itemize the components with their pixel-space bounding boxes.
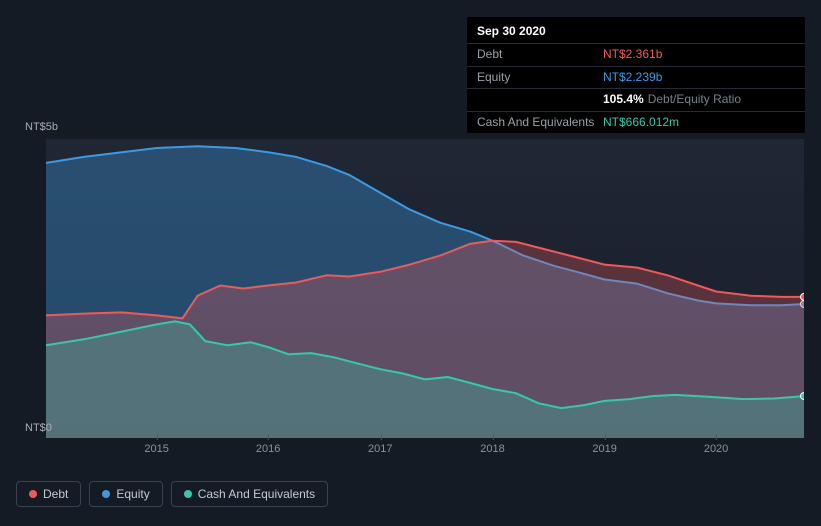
tooltip-row-label: Equity [477, 70, 603, 86]
data-tooltip: Sep 30 2020 DebtNT$2.361bEquityNT$2.239b… [467, 17, 805, 133]
legend-item-label: Cash And Equivalents [198, 487, 315, 501]
tooltip-row: 105.4%Debt/Equity Ratio [467, 88, 805, 111]
legend-dot-icon [29, 490, 37, 498]
legend-item-label: Equity [116, 487, 149, 501]
y-axis-bottom-label: NT$0 [25, 422, 52, 434]
tooltip-row-label: Cash And Equivalents [477, 115, 603, 131]
x-tick: 2017 [368, 443, 392, 455]
y-axis-top-label: NT$5b [25, 121, 58, 133]
x-tick: 2020 [704, 443, 728, 455]
legend-dot-icon [102, 490, 110, 498]
x-axis: 2015 2016 2017 2018 2019 2020 [46, 443, 804, 461]
chart-svg [46, 139, 804, 438]
legend-dot-icon [184, 490, 192, 498]
x-tick: 2019 [592, 443, 616, 455]
legend-item-label: Debt [43, 487, 68, 501]
x-tick: 2018 [480, 443, 504, 455]
x-tick: 2015 [144, 443, 168, 455]
series-end-marker [801, 393, 805, 400]
tooltip-row-value: NT$2.239b [603, 70, 795, 86]
tooltip-date: Sep 30 2020 [467, 17, 805, 43]
chart-plot[interactable] [46, 139, 804, 438]
series-end-marker [801, 293, 805, 300]
tooltip-row: DebtNT$2.361b [467, 43, 805, 66]
legend-item[interactable]: Cash And Equivalents [171, 481, 328, 507]
tooltip-row: EquityNT$2.239b [467, 66, 805, 89]
legend-item[interactable]: Equity [89, 481, 162, 507]
tooltip-row-value: 105.4%Debt/Equity Ratio [603, 92, 795, 108]
chart-legend: Debt Equity Cash And Equivalents [16, 481, 328, 507]
tooltip-row: Cash And EquivalentsNT$666.012m [467, 111, 805, 134]
x-tick: 2016 [256, 443, 280, 455]
tooltip-row-label: Debt [477, 47, 603, 63]
tooltip-row-value: NT$2.361b [603, 47, 795, 63]
chart-area: NT$5b NT$0 2015 2016 2017 2018 2019 2020 [18, 121, 804, 461]
tooltip-row-label [477, 92, 603, 108]
legend-item[interactable]: Debt [16, 481, 81, 507]
tooltip-row-value: NT$666.012m [603, 115, 795, 131]
